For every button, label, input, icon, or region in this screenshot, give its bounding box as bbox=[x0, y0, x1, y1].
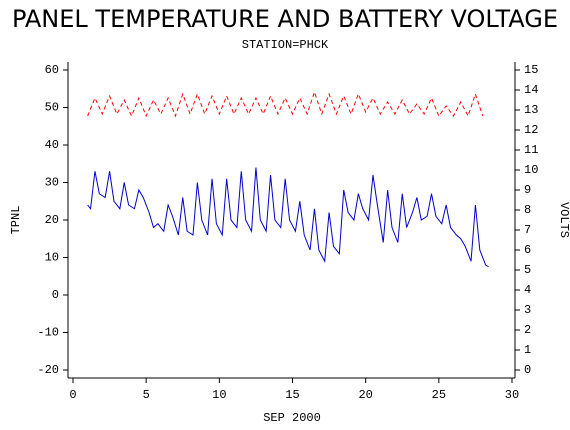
y2-tick-label: 11 bbox=[524, 143, 538, 157]
y2-tick-label: 15 bbox=[524, 63, 538, 77]
x-tick-label: 10 bbox=[212, 388, 226, 402]
y-tick-label: 20 bbox=[45, 213, 59, 227]
x-tick-label: 20 bbox=[358, 388, 372, 402]
y2-tick-label: 12 bbox=[524, 123, 538, 137]
y2-tick-label: 10 bbox=[524, 163, 538, 177]
y2-tick-label: 3 bbox=[524, 303, 531, 317]
data-line bbox=[87, 167, 489, 268]
y2-tick-label: 13 bbox=[524, 103, 538, 117]
y2-tick-label: 9 bbox=[524, 183, 531, 197]
y2-axis-label: VOLTS bbox=[557, 202, 570, 238]
y2-tick-label: 14 bbox=[524, 83, 538, 97]
y2-tick-label: 5 bbox=[524, 263, 531, 277]
data-line bbox=[87, 90, 484, 118]
y2-tick-label: 4 bbox=[524, 283, 531, 297]
y-tick-label: 10 bbox=[45, 251, 59, 265]
x-tick-label: 15 bbox=[285, 388, 299, 402]
x-tick-label: 25 bbox=[432, 388, 446, 402]
y2-tick-label: 8 bbox=[524, 203, 531, 217]
y2-tick-label: 6 bbox=[524, 243, 531, 257]
y-tick-label: 50 bbox=[45, 101, 59, 115]
x-tick-label: 5 bbox=[143, 388, 150, 402]
y2-tick-label: 1 bbox=[524, 343, 531, 357]
y-tick-label: 60 bbox=[45, 63, 59, 77]
y-axis-label: TPNL bbox=[9, 206, 23, 235]
x-axis-label: SEP 2000 bbox=[263, 411, 321, 425]
y-tick-label: -10 bbox=[37, 326, 59, 340]
y2-tick-label: 0 bbox=[524, 363, 531, 377]
x-tick-label: 0 bbox=[69, 388, 76, 402]
y-tick-label: 30 bbox=[45, 176, 59, 190]
chart-subtitle: STATION=PHCK bbox=[242, 38, 329, 52]
y2-tick-label: 7 bbox=[524, 223, 531, 237]
y2-tick-label: 2 bbox=[524, 323, 531, 337]
chart-title: PANEL TEMPERATURE AND BATTERY VOLTAGE bbox=[12, 5, 558, 33]
y-tick-label: 0 bbox=[52, 288, 59, 302]
x-tick-label: 30 bbox=[505, 388, 519, 402]
y-tick-label: 40 bbox=[45, 138, 59, 152]
y-tick-label: -20 bbox=[37, 363, 59, 377]
